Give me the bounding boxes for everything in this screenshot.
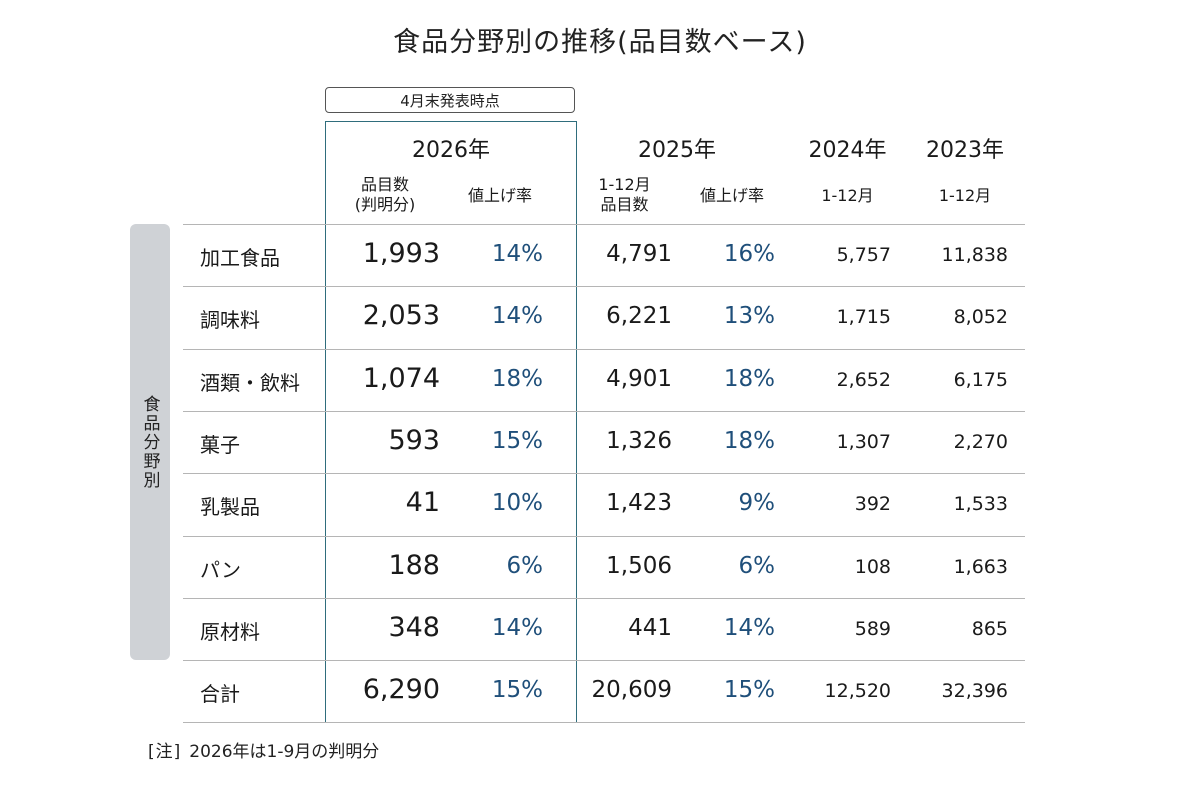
count-2025: 1,506 <box>606 552 672 579</box>
side-category-bar <box>130 224 170 660</box>
count-2025: 1,326 <box>606 427 672 454</box>
count-2025: 4,791 <box>606 241 672 267</box>
count-2024: 2,652 <box>836 368 891 391</box>
header-year-2023: 2023年 <box>926 138 1004 163</box>
announcement-note-box: 4月末発表時点 <box>325 87 575 113</box>
footnote-bracket: [注] <box>148 742 182 762</box>
chart-title: 食品分野別の推移(品目数ベース) <box>393 27 807 58</box>
rate-2026: 18% <box>491 365 543 392</box>
count-2023: 8,052 <box>953 306 1008 329</box>
row-divider <box>183 473 1025 474</box>
row-divider <box>183 286 1025 287</box>
rate-2026: 10% <box>491 490 543 517</box>
count-2023: 1,533 <box>953 493 1008 516</box>
count-2025: 20,609 <box>591 677 672 704</box>
count-2025: 6,221 <box>606 303 672 330</box>
row-divider <box>183 722 1025 723</box>
row-divider <box>183 224 1025 225</box>
footnote: [注] 2026年は1-9月の判明分 <box>148 737 379 762</box>
rate-2026: 14% <box>491 614 543 641</box>
header-2025-count-line1: 1-12月 <box>598 175 651 194</box>
category-label: 加工食品 <box>200 246 280 270</box>
header-2026-count-line1: 品目数 <box>360 175 409 194</box>
count-2026: 2,053 <box>362 300 440 332</box>
header-year-2026: 2026年 <box>412 138 490 163</box>
count-2026: 593 <box>388 424 440 456</box>
rate-2025: 9% <box>738 490 776 517</box>
rate-2026: 14% <box>491 241 543 267</box>
row-divider <box>183 536 1025 537</box>
count-2023: 6,175 <box>953 368 1008 391</box>
count-2023: 865 <box>971 617 1008 640</box>
count-2023: 2,270 <box>953 430 1008 453</box>
count-2025: 441 <box>628 614 672 641</box>
count-2026: 188 <box>388 549 440 581</box>
rate-2025: 18% <box>723 427 775 454</box>
header-2026-count-line2: (判明分) <box>354 195 416 214</box>
count-2023: 11,838 <box>941 244 1008 266</box>
header-2026-count: 品目数 (判明分) <box>330 175 440 215</box>
count-2024: 1,307 <box>836 430 891 453</box>
count-2024: 108 <box>854 555 891 578</box>
category-label: 乳製品 <box>200 495 260 520</box>
header-2025-count-line2: 品目数 <box>600 195 649 214</box>
row-divider <box>183 349 1025 350</box>
count-2026: 1,993 <box>362 238 440 269</box>
count-2024: 12,520 <box>824 680 891 703</box>
rate-2025: 16% <box>723 241 775 267</box>
count-2026: 348 <box>388 611 440 643</box>
category-label: 菓子 <box>200 432 240 457</box>
category-label: 酒類・飲料 <box>200 370 300 395</box>
rate-2026: 14% <box>491 303 543 330</box>
rate-2025: 18% <box>723 365 775 392</box>
count-2024: 589 <box>854 617 891 640</box>
rate-2026: 6% <box>506 552 544 579</box>
category-label: 合計 <box>200 682 240 707</box>
footnote-text: 2026年は1-9月の判明分 <box>189 742 380 762</box>
header-2025-rate: 値上げ率 <box>699 186 764 205</box>
side-category-label: 食品分野別 <box>130 224 170 660</box>
count-2026: 1,074 <box>362 362 440 394</box>
rate-2026: 15% <box>491 427 543 454</box>
rate-2025: 14% <box>723 614 775 641</box>
count-2026: 41 <box>405 487 440 519</box>
count-2025: 1,423 <box>606 490 672 517</box>
count-2024: 1,715 <box>836 306 891 329</box>
count-2024: 392 <box>854 493 891 516</box>
header-year-2025: 2025年 <box>638 138 716 163</box>
header-2025-count: 1-12月 品目数 <box>577 175 672 215</box>
row-divider <box>183 660 1025 661</box>
rate-2025: 6% <box>738 552 776 579</box>
header-2026-rate: 値上げ率 <box>467 186 532 205</box>
count-2023: 1,663 <box>953 555 1008 578</box>
category-label: パン <box>200 557 241 582</box>
rate-2025: 15% <box>723 677 775 704</box>
category-label: 原材料 <box>200 619 260 644</box>
header-year-2024: 2024年 <box>808 138 887 163</box>
row-divider <box>183 598 1025 599</box>
count-2025: 4,901 <box>606 365 672 392</box>
header-2024-period: 1-12月 <box>821 186 874 205</box>
rate-2025: 13% <box>723 303 775 330</box>
header-2023-period: 1-12月 <box>938 186 992 205</box>
category-label: 調味料 <box>200 308 260 333</box>
count-2023: 32,396 <box>941 680 1008 703</box>
row-divider <box>183 411 1025 412</box>
rate-2026: 15% <box>491 677 543 704</box>
count-2024: 5,757 <box>836 244 891 266</box>
count-2026: 6,290 <box>362 674 440 706</box>
side-category-text: 食品分野別 <box>139 394 160 490</box>
